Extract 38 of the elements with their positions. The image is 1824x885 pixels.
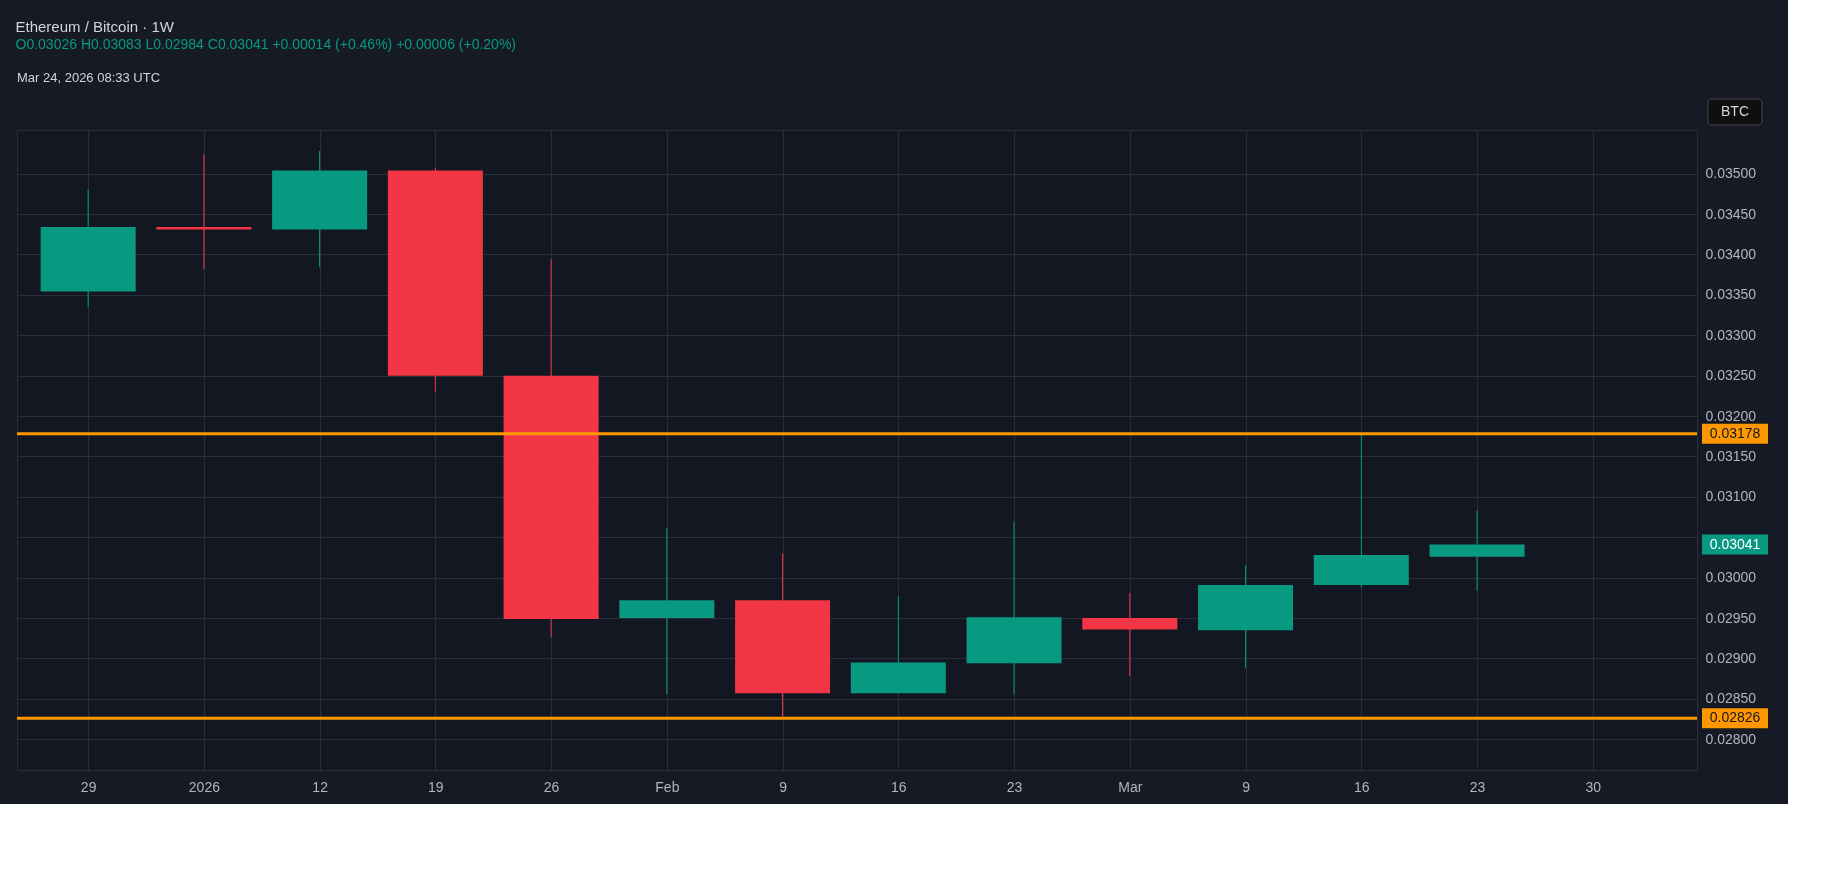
y-tick-label: 0.02800 [1705,730,1757,747]
y-tick-label: 0.02900 [1705,649,1757,666]
x-tick-label: 29 [80,778,97,795]
candlestick [1429,510,1525,592]
text: Mar 24, 2026 08:33 UTC [17,70,161,85]
candlestick [619,527,715,695]
chart-subtitle: O0.03026 H0.03083 L0.02984 C0.03041 +0.00014 (+0.46%) +0.00006 (+0.20%) [15,36,517,52]
x-tick-label: 9 [1242,778,1251,795]
x-tick-label: 23 [1469,778,1486,795]
x-tick-label: 30 [1585,778,1602,795]
y-tick-label: 0.03400 [1705,245,1757,262]
y-tick-label: 0.03350 [1705,286,1757,303]
x-tick-label: 19 [428,778,444,795]
x-tick-label: 16 [891,778,907,795]
text: 0.03041 [1709,535,1761,552]
ref-line-label: 0.02826 [1709,709,1761,726]
y-tick-label: 0.03100 [1705,488,1757,505]
y-tick-label: 0.03300 [1705,326,1757,343]
candlestick [1082,592,1178,677]
y-tick-label: 0.03200 [1705,407,1757,424]
y-tick-label: 0.02950 [1705,609,1757,626]
ref-line-label: 0.03178 [1709,424,1761,441]
chart-title: Ethereum / Bitcoin · 1W [15,18,175,35]
x-tick-label: 12 [312,778,329,795]
x-tick-label: 23 [1006,778,1023,795]
x-tick-label: Feb [655,778,680,795]
y-tick-label: 0.03000 [1705,569,1757,586]
y-tick-label: 0.03500 [1705,165,1757,182]
text: BTC [1721,103,1749,119]
x-tick-label: 16 [1354,778,1370,795]
y-tick-label: 0.03150 [1705,447,1757,464]
y-tick-label: 0.02850 [1705,690,1757,707]
x-tick-label: 26 [543,778,560,795]
y-tick-label: 0.03250 [1705,367,1757,384]
x-tick-label: Mar [1118,778,1143,795]
x-tick-label: 2026 [188,778,221,795]
x-tick-label: 9 [779,778,788,795]
y-tick-label: 0.03450 [1705,205,1757,222]
